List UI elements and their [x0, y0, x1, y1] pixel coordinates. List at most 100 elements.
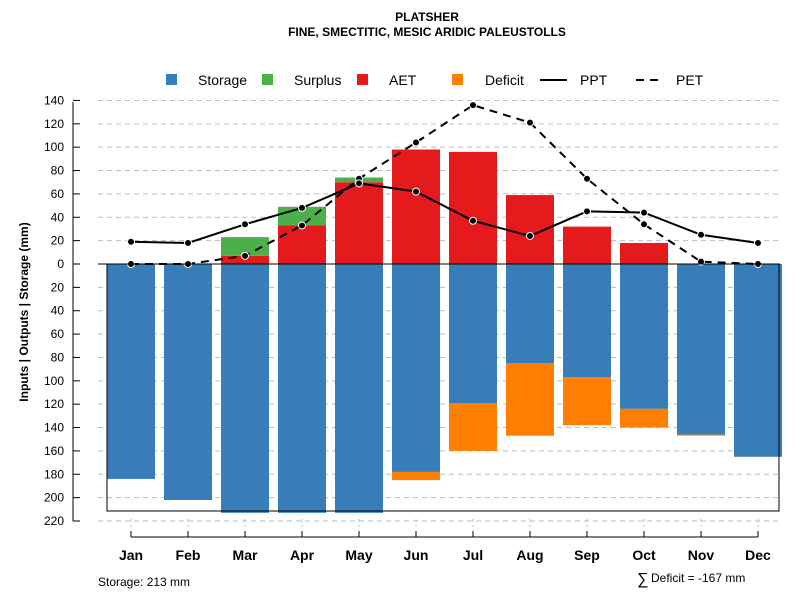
ppt-point [697, 230, 705, 239]
legend: Storage Surplus AET Deficit PPT PET [166, 72, 704, 88]
x-tick-label: Jun [404, 547, 429, 563]
legend-swatch [166, 74, 177, 85]
y-tick-label: 60 [51, 187, 65, 201]
lines [127, 101, 762, 268]
y-tick-label: 80 [51, 350, 65, 364]
pet-point [640, 220, 648, 229]
y-tick-label: 40 [51, 210, 65, 224]
x-tick-label: Mar [233, 547, 258, 563]
deficit-note: Deficit = -167 mm [651, 571, 745, 585]
pet-point [412, 138, 420, 147]
x-tick-label: Jan [119, 547, 143, 563]
legend-label: PPT [580, 72, 608, 88]
storage-bar [107, 264, 155, 479]
y-tick-label: 40 [51, 304, 65, 318]
aet-bar [335, 182, 383, 264]
x-tick-label: Apr [290, 547, 315, 563]
deficit-bar [392, 471, 440, 481]
bars [107, 149, 782, 513]
ppt-point [526, 231, 534, 240]
legend-item-storage: Storage [166, 72, 247, 88]
aet-bar [392, 149, 440, 264]
legend-label: Surplus [294, 72, 341, 88]
legend-item-surplus: Surplus [262, 72, 341, 88]
chart-title: PLATSHER [395, 10, 459, 24]
legend-item-pet: PET [636, 72, 704, 88]
pet-line [131, 104, 759, 265]
pet-point [469, 101, 477, 110]
y-tick-label: 0 [57, 257, 64, 271]
x-tick-label: Dec [745, 547, 771, 563]
x-tick-label: Jul [463, 547, 483, 563]
y-tick-label: 100 [44, 374, 64, 388]
y-tick-label: 100 [44, 140, 64, 154]
x-tick-label: Aug [516, 547, 543, 563]
deficit-bar [677, 434, 725, 436]
x-tick-label: Oct [632, 547, 656, 563]
deficit-bar [449, 403, 497, 451]
surplus-bar [221, 237, 269, 256]
y-tick-label: 120 [44, 397, 64, 411]
storage-bar [449, 264, 497, 404]
y-tick-label: 180 [44, 467, 64, 481]
ppt-point [469, 216, 477, 225]
storage-bar [620, 264, 668, 409]
ppt-point [640, 208, 648, 217]
y-tick-label: 200 [44, 491, 64, 505]
legend-label: Deficit [485, 72, 524, 88]
pet-point [241, 251, 249, 260]
storage-bar [221, 264, 269, 513]
y-tick-label: 60 [51, 327, 65, 341]
deficit-sum-icon: ∑ [637, 571, 648, 588]
y-tick-label: 140 [44, 421, 64, 435]
deficit-bar [506, 363, 554, 436]
storage-bar [278, 264, 326, 513]
legend-item-deficit: Deficit [452, 72, 524, 88]
y-tick-label: 20 [51, 234, 65, 248]
pet-point [583, 174, 591, 183]
aet-bar [221, 255, 269, 264]
legend-item-aet: AET [357, 72, 417, 88]
pet-point [526, 118, 534, 127]
storage-bar [734, 264, 782, 457]
aet-bar [563, 226, 611, 264]
ppt-point [241, 220, 249, 229]
storage-bar [506, 264, 554, 364]
legend-swatch [357, 74, 368, 85]
storage-note: Storage: 213 mm [98, 575, 190, 589]
storage-bar [164, 264, 212, 500]
y-tick-label: 220 [44, 514, 64, 528]
storage-bar [563, 264, 611, 378]
axes: 1401201008060402002040608010012014016018… [44, 93, 780, 563]
aet-bar [620, 242, 668, 264]
x-tick-label: May [345, 547, 372, 563]
ppt-point [583, 207, 591, 216]
deficit-bar [620, 408, 668, 428]
y-axis-label: Inputs | Outputs | Storage (mm) [17, 222, 31, 401]
ppt-point [355, 179, 363, 188]
storage-bar [677, 264, 725, 435]
storage-bar [392, 264, 440, 472]
ppt-point [127, 237, 135, 246]
ppt-line [130, 182, 759, 244]
legend-label: Storage [198, 72, 247, 88]
lower-box [106, 264, 780, 512]
ppt-point [298, 203, 306, 212]
x-tick-label: Sep [574, 547, 600, 563]
x-tick-label: Feb [176, 547, 201, 563]
legend-label: PET [676, 72, 704, 88]
aet-bar [449, 151, 497, 264]
ppt-point [412, 187, 420, 196]
deficit-bar [563, 377, 611, 426]
pet-point [298, 221, 306, 230]
legend-swatch [452, 74, 463, 85]
ppt-point [754, 238, 762, 247]
y-tick-label: 20 [51, 280, 65, 294]
y-tick-label: 140 [44, 93, 64, 107]
legend-label: AET [389, 72, 417, 88]
legend-swatch [262, 74, 273, 85]
y-tick-label: 80 [51, 164, 65, 178]
y-tick-label: 160 [44, 444, 64, 458]
legend-item-ppt: PPT [540, 72, 608, 88]
